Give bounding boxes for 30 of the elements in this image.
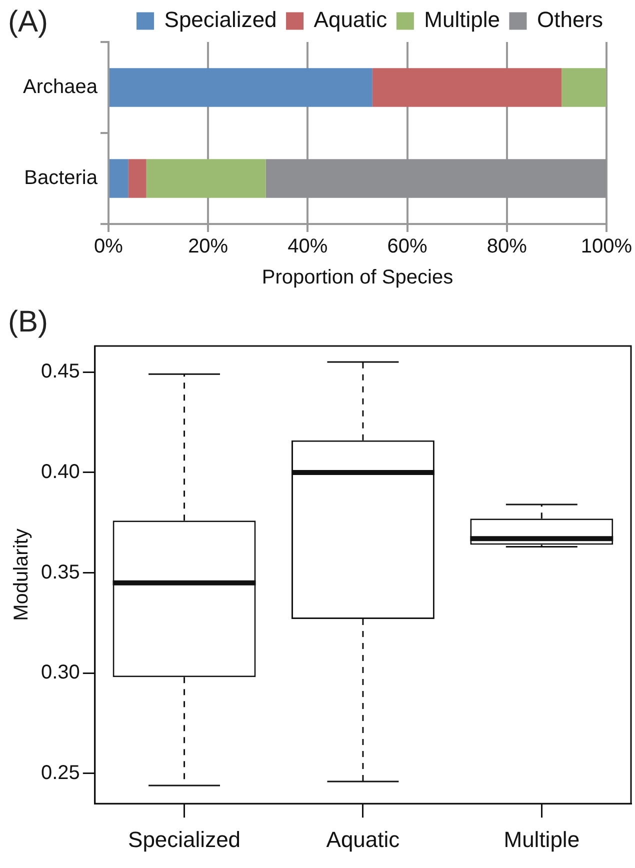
x-tick-label: 60% xyxy=(387,236,428,258)
y-tick-label: Archaea xyxy=(22,76,98,98)
x-tick-label: Specialized xyxy=(128,826,241,852)
x-tick-label: Multiple xyxy=(504,826,580,852)
bar xyxy=(372,68,562,107)
y-tick-label: 0.30 xyxy=(40,662,80,684)
bar xyxy=(109,68,372,107)
x-tick-label: 0% xyxy=(94,236,124,258)
bar xyxy=(562,68,606,107)
x-tick-label: 100% xyxy=(580,236,632,258)
y-tick-label: 0.40 xyxy=(40,460,80,483)
y-tick-label: 0.45 xyxy=(40,360,80,383)
y-tick-label: 0.35 xyxy=(40,561,80,584)
bar xyxy=(146,159,266,198)
y-axis-title: Modularity xyxy=(10,528,33,621)
x-tick-label: 20% xyxy=(188,236,228,258)
text: (B) xyxy=(8,305,48,338)
x-axis-title: Proportion of Species xyxy=(262,266,454,289)
legend-label: Specialized xyxy=(164,7,277,32)
y-tick-label: 0.25 xyxy=(40,762,80,784)
bar xyxy=(109,159,128,198)
legend-label: Multiple xyxy=(424,7,500,32)
x-tick-label: 80% xyxy=(486,236,528,258)
text: (A) xyxy=(8,5,48,38)
legend-label: Others xyxy=(536,7,604,32)
y-tick-label: Bacteria xyxy=(24,167,98,190)
x-tick-label: Aquatic xyxy=(326,826,400,852)
x-tick-label: 40% xyxy=(288,236,328,258)
bar xyxy=(128,159,146,198)
legend-label: Aquatic xyxy=(314,7,388,32)
